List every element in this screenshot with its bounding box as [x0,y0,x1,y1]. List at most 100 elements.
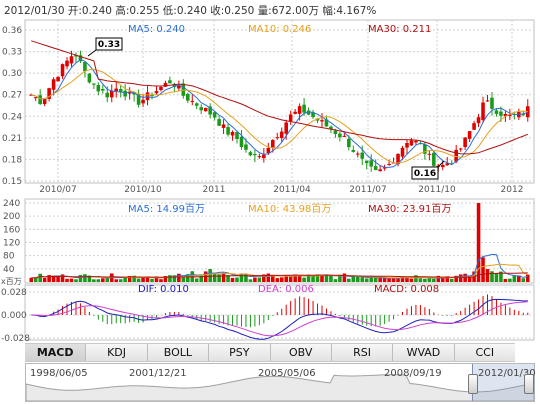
tab-cci[interactable]: CCI [454,344,515,361]
volume-bar [186,274,190,282]
candle-body [163,82,168,87]
candle-body [154,91,159,94]
quote-close: 收:0.250 [210,5,255,17]
candle-body [284,122,288,134]
price-x-tick: 2010/10 [124,185,162,195]
volume-bar [396,277,400,282]
candle-body [360,152,365,159]
volume-bar [288,276,293,282]
candle-body [87,73,92,83]
timeline-right-handle[interactable] [524,374,534,394]
candle-body [92,83,96,85]
ma10-line [31,68,528,164]
volume-y-tick: 40 [3,265,15,275]
volume-bar [248,279,253,282]
candle-body [342,135,347,137]
candle-body [320,120,324,122]
volume-bar [172,275,177,282]
price-x-tick: 2012 [501,185,524,195]
candle-body [244,144,248,150]
volume-bar [293,274,297,282]
low-marker-box [411,166,439,180]
candle-body [42,98,47,105]
candle-body [297,106,302,114]
price-x-tick: 2010/07 [39,185,76,195]
candle-body [347,138,351,148]
tab-boll[interactable]: BOLL [147,344,210,361]
volume-bar [105,277,110,282]
candle-body [208,106,212,115]
volume-bar [387,278,391,282]
tab-obv[interactable]: OBV [270,344,332,361]
candle-body [499,111,503,116]
volume-bar [208,269,212,282]
volume-ma5-label: MA5: 14.99百万 [128,203,205,215]
volume-bar [177,273,181,282]
volume-bar [373,277,378,282]
candle-body [257,156,262,158]
tab-wvad[interactable]: WVAD [393,344,455,361]
candle-body [56,76,60,82]
volume-bar [512,275,517,282]
macd-value-label: MACD: 0.008 [374,284,439,295]
timeline-left-handle[interactable] [468,374,478,394]
volume-bar [517,275,521,282]
volume-bar [347,278,351,282]
ma30-line [31,40,528,155]
candle-body [194,103,199,106]
stock-chart: 0.36 0.33 0.30 0.27 0.24 0.21 0.18 0.15 2010/07 2… [1,19,535,344]
tab-kdj[interactable]: KDJ [86,344,148,361]
volume-bar [508,278,512,282]
tab-psy[interactable]: PSY [209,344,271,361]
volume-bar [503,278,508,282]
price-y-tick: 0.15 [2,177,22,187]
candle-body [445,163,450,166]
volume-bar [154,276,159,282]
timeline-navigator[interactable]: 1998/06/05 2001/12/21 2005/05/06 2008/09… [25,363,536,402]
candle-body [338,133,342,138]
quote-low: 低:0.240 [162,5,207,17]
volume-bar [145,276,150,282]
volume-bar [168,275,172,282]
volume-bar [47,275,51,282]
candle-body [463,137,467,148]
candle-body [503,113,508,117]
volume-bar [342,273,347,282]
volume-bar [101,278,105,282]
volume-bar [440,277,445,282]
volume-bar [118,279,123,282]
candle-body [364,160,369,164]
candle-body [521,114,526,116]
macd-y-tick: 0.028 [1,288,27,298]
candle-body [369,160,373,167]
price-y-tick: 0.24 [2,112,22,122]
quote-open: 开:0.240 [67,5,112,17]
timeline-sparkline [26,374,534,401]
quote-volume: 量:672.00万 [257,5,319,17]
timeline-label-5: 2012/01/30 [478,368,536,379]
volume-bar [436,275,441,282]
volume-bar [409,278,414,282]
candle-body [485,100,490,102]
volume-bar [418,278,423,282]
candle-body [221,124,226,128]
candle-body [423,144,427,154]
volume-bar [297,276,302,282]
candle-body [490,97,494,109]
tab-macd[interactable]: MACD [25,344,87,361]
volume-bar [221,272,226,282]
price-ma5-label: MA5: 0.240 [128,24,185,35]
candle-body [159,86,163,91]
candle-body [432,152,436,166]
volume-bar [463,273,467,282]
price-y-tick: 0.33 [2,48,22,58]
candle-body [315,118,320,121]
candle-body [235,132,239,140]
macd-dea-label: DEA: 0.006 [258,284,314,295]
candle-body [293,111,297,114]
volume-y-tick: 200 [3,212,20,222]
candle-body [306,110,311,115]
tab-rsi[interactable]: RSI [331,344,394,361]
volume-bar [405,277,409,282]
volume-bar [329,275,333,282]
